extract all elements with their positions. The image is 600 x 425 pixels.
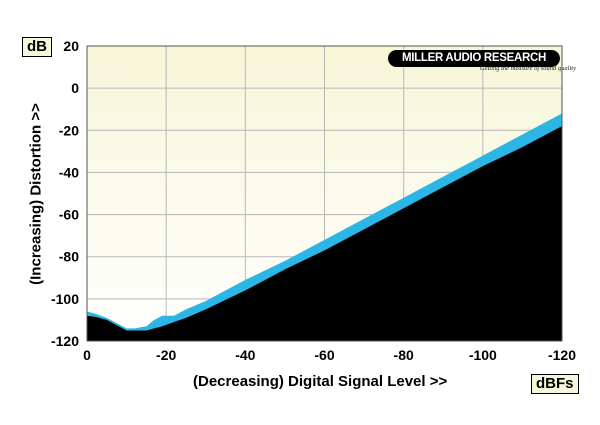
logo-tagline: Getting the measure of sound quality <box>480 65 576 72</box>
y-tick-label: -40 <box>59 164 79 180</box>
x-tick-label: -60 <box>314 347 334 363</box>
x-tick-label: -20 <box>156 347 176 363</box>
y-tick-label: 20 <box>63 38 79 54</box>
x-tick-label: -100 <box>469 347 497 363</box>
y-tick-labels: 20 0 -20 -40 -60 -80 -100 -120 <box>51 38 79 349</box>
y-tick-label: -60 <box>59 207 79 223</box>
x-tick-label: -120 <box>548 347 576 363</box>
plot-frame <box>86 45 563 342</box>
noise-floor-series <box>87 126 562 341</box>
x-tick-label: -80 <box>394 347 414 363</box>
x-axis-title: (Decreasing) Digital Signal Level >> <box>193 373 448 390</box>
y-axis-title: (Increasing) Distortion >> <box>27 103 45 285</box>
x-unit-label: dBFs <box>531 374 579 394</box>
x-tick-label: -40 <box>235 347 255 363</box>
logo-text: MILLER AUDIO RESEARCH <box>388 50 560 67</box>
y-tick-label: -100 <box>51 291 79 307</box>
y-tick-label: -20 <box>59 122 79 138</box>
miller-audio-research-logo: MILLER AUDIO RESEARCH Getting the measur… <box>388 50 576 76</box>
y-tick-label: -80 <box>59 249 79 265</box>
x-tick-labels: 0 -20 -40 -60 -80 -100 -120 <box>83 347 576 363</box>
y-tick-label: 0 <box>71 80 79 96</box>
x-tick-label: 0 <box>83 347 91 363</box>
y-tick-label: -120 <box>51 333 79 349</box>
y-unit-label: dB <box>22 37 52 57</box>
